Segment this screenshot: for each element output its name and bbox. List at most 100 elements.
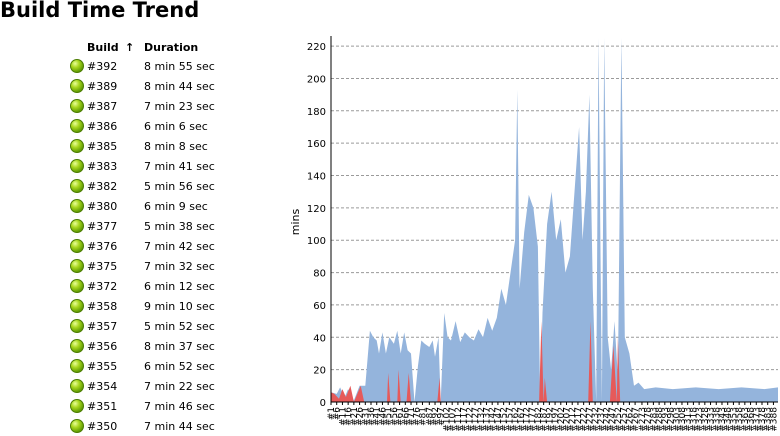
build-number-cell: #356	[87, 336, 144, 356]
table-row: #358 9 min 10 sec	[67, 296, 215, 316]
duration-cell: 7 min 23 sec	[144, 99, 215, 113]
build-number-cell: #387	[87, 96, 144, 116]
duration-cell: 7 min 32 sec	[144, 259, 215, 273]
build-link[interactable]: #392	[87, 59, 118, 73]
x-tick-label: #328	[701, 407, 711, 432]
build-link[interactable]: #382	[87, 179, 118, 193]
status-cell	[67, 356, 87, 376]
build-link[interactable]: #351	[87, 399, 118, 413]
x-tick-label: #157	[505, 407, 515, 432]
chart-areas	[331, 38, 778, 402]
chart-grid	[331, 45, 778, 371]
green-ball-icon[interactable]	[70, 379, 84, 393]
table-row: #377 5 min 38 sec	[67, 216, 215, 236]
duration-column-header[interactable]: Duration	[144, 40, 199, 54]
build-link[interactable]: #383	[87, 159, 118, 173]
x-tick-label: #207	[563, 407, 573, 432]
build-history-table: Build ↑ Duration #392 8 min 55 sec #389 8 m…	[67, 38, 215, 436]
build-link[interactable]: #387	[87, 99, 118, 113]
x-tick-label: #61	[396, 407, 406, 426]
table-row: #354 7 min 22 sec	[67, 376, 215, 396]
green-ball-icon[interactable]	[70, 139, 84, 153]
build-link[interactable]: #358	[87, 299, 118, 313]
x-tick-label: #237	[597, 407, 607, 432]
green-ball-icon[interactable]	[70, 339, 84, 353]
build-column-header[interactable]: Build	[87, 40, 119, 54]
x-tick-label: #323	[695, 407, 705, 432]
build-number-cell: #386	[87, 116, 144, 136]
x-tick-label: #66	[401, 407, 411, 426]
green-ball-icon[interactable]	[70, 179, 84, 193]
green-ball-icon[interactable]	[70, 199, 84, 213]
table-row: #355 6 min 52 sec	[67, 356, 215, 376]
y-tick-label: 120	[307, 204, 326, 215]
build-link[interactable]: #386	[87, 119, 118, 133]
sort-arrow-icon[interactable]: ↑	[125, 40, 135, 54]
x-tick-label: #71	[407, 407, 417, 426]
x-tick-label: #232	[591, 407, 601, 432]
x-tick-label: #102	[443, 407, 453, 432]
build-number-cell: #376	[87, 236, 144, 256]
x-tick-label: #51	[384, 407, 394, 426]
x-tick-label: #383	[764, 407, 774, 432]
build-number-cell: #385	[87, 136, 144, 156]
x-tick-label: #247	[608, 407, 618, 432]
x-tick-label: #368	[747, 407, 757, 432]
x-tick-label: #187	[540, 407, 550, 432]
x-tick-label: #273	[638, 407, 648, 432]
table-row: #382 5 min 56 sec	[67, 176, 215, 196]
green-ball-icon[interactable]	[70, 299, 84, 313]
green-ball-icon[interactable]	[70, 359, 84, 373]
green-ball-icon[interactable]	[70, 259, 84, 273]
build-link[interactable]: #350	[87, 419, 118, 433]
x-tick-label: #202	[557, 407, 567, 432]
build-number-cell: #380	[87, 196, 144, 216]
build-link[interactable]: #380	[87, 199, 118, 213]
x-tick-label: #303	[672, 407, 682, 432]
duration-cell: 5 min 56 sec	[144, 179, 215, 193]
build-link[interactable]: #355	[87, 359, 118, 373]
x-tick-label: #172	[523, 407, 533, 432]
green-ball-icon[interactable]	[70, 219, 84, 233]
build-link[interactable]: #376	[87, 239, 118, 253]
build-link[interactable]: #389	[87, 79, 118, 93]
green-ball-icon[interactable]	[70, 279, 84, 293]
table-row: #351 7 min 46 sec	[67, 396, 215, 416]
x-tick-label: #46	[378, 407, 388, 426]
status-cell	[67, 276, 87, 296]
status-cell	[67, 296, 87, 316]
y-tick-label: 80	[313, 269, 326, 280]
build-link[interactable]: #357	[87, 319, 118, 333]
green-ball-icon[interactable]	[70, 159, 84, 173]
green-ball-icon[interactable]	[70, 399, 84, 413]
table-row: #386 6 min 6 sec	[67, 116, 215, 136]
build-link[interactable]: #372	[87, 279, 118, 293]
green-ball-icon[interactable]	[70, 239, 84, 253]
build-number-cell: #358	[87, 296, 144, 316]
x-tick-label: #373	[752, 407, 762, 432]
green-ball-icon[interactable]	[70, 119, 84, 133]
build-link[interactable]: #375	[87, 259, 118, 273]
green-ball-icon[interactable]	[70, 319, 84, 333]
x-tick-label: #11	[338, 407, 348, 426]
duration-cell: 7 min 46 sec	[144, 399, 215, 413]
x-tick-label: #21	[350, 407, 360, 426]
status-cell	[67, 236, 87, 256]
green-ball-icon[interactable]	[70, 79, 84, 93]
build-link[interactable]: #385	[87, 139, 118, 153]
build-link[interactable]: #356	[87, 339, 118, 353]
build-link[interactable]: #377	[87, 219, 118, 233]
x-tick-label: #338	[712, 407, 722, 432]
x-tick-label: #137	[483, 407, 493, 432]
build-link[interactable]: #354	[87, 379, 118, 393]
green-ball-icon[interactable]	[70, 99, 84, 113]
x-tick-label: #267	[631, 407, 641, 432]
green-ball-icon[interactable]	[70, 59, 84, 73]
x-tick-label: #127	[471, 407, 481, 432]
y-tick-label: 160	[307, 139, 326, 150]
x-tick-label: #192	[545, 407, 555, 432]
x-tick-label: #363	[741, 407, 751, 432]
build-number-cell: #389	[87, 76, 144, 96]
y-tick-label: 0	[320, 398, 326, 409]
duration-cell: 8 min 55 sec	[144, 59, 215, 73]
